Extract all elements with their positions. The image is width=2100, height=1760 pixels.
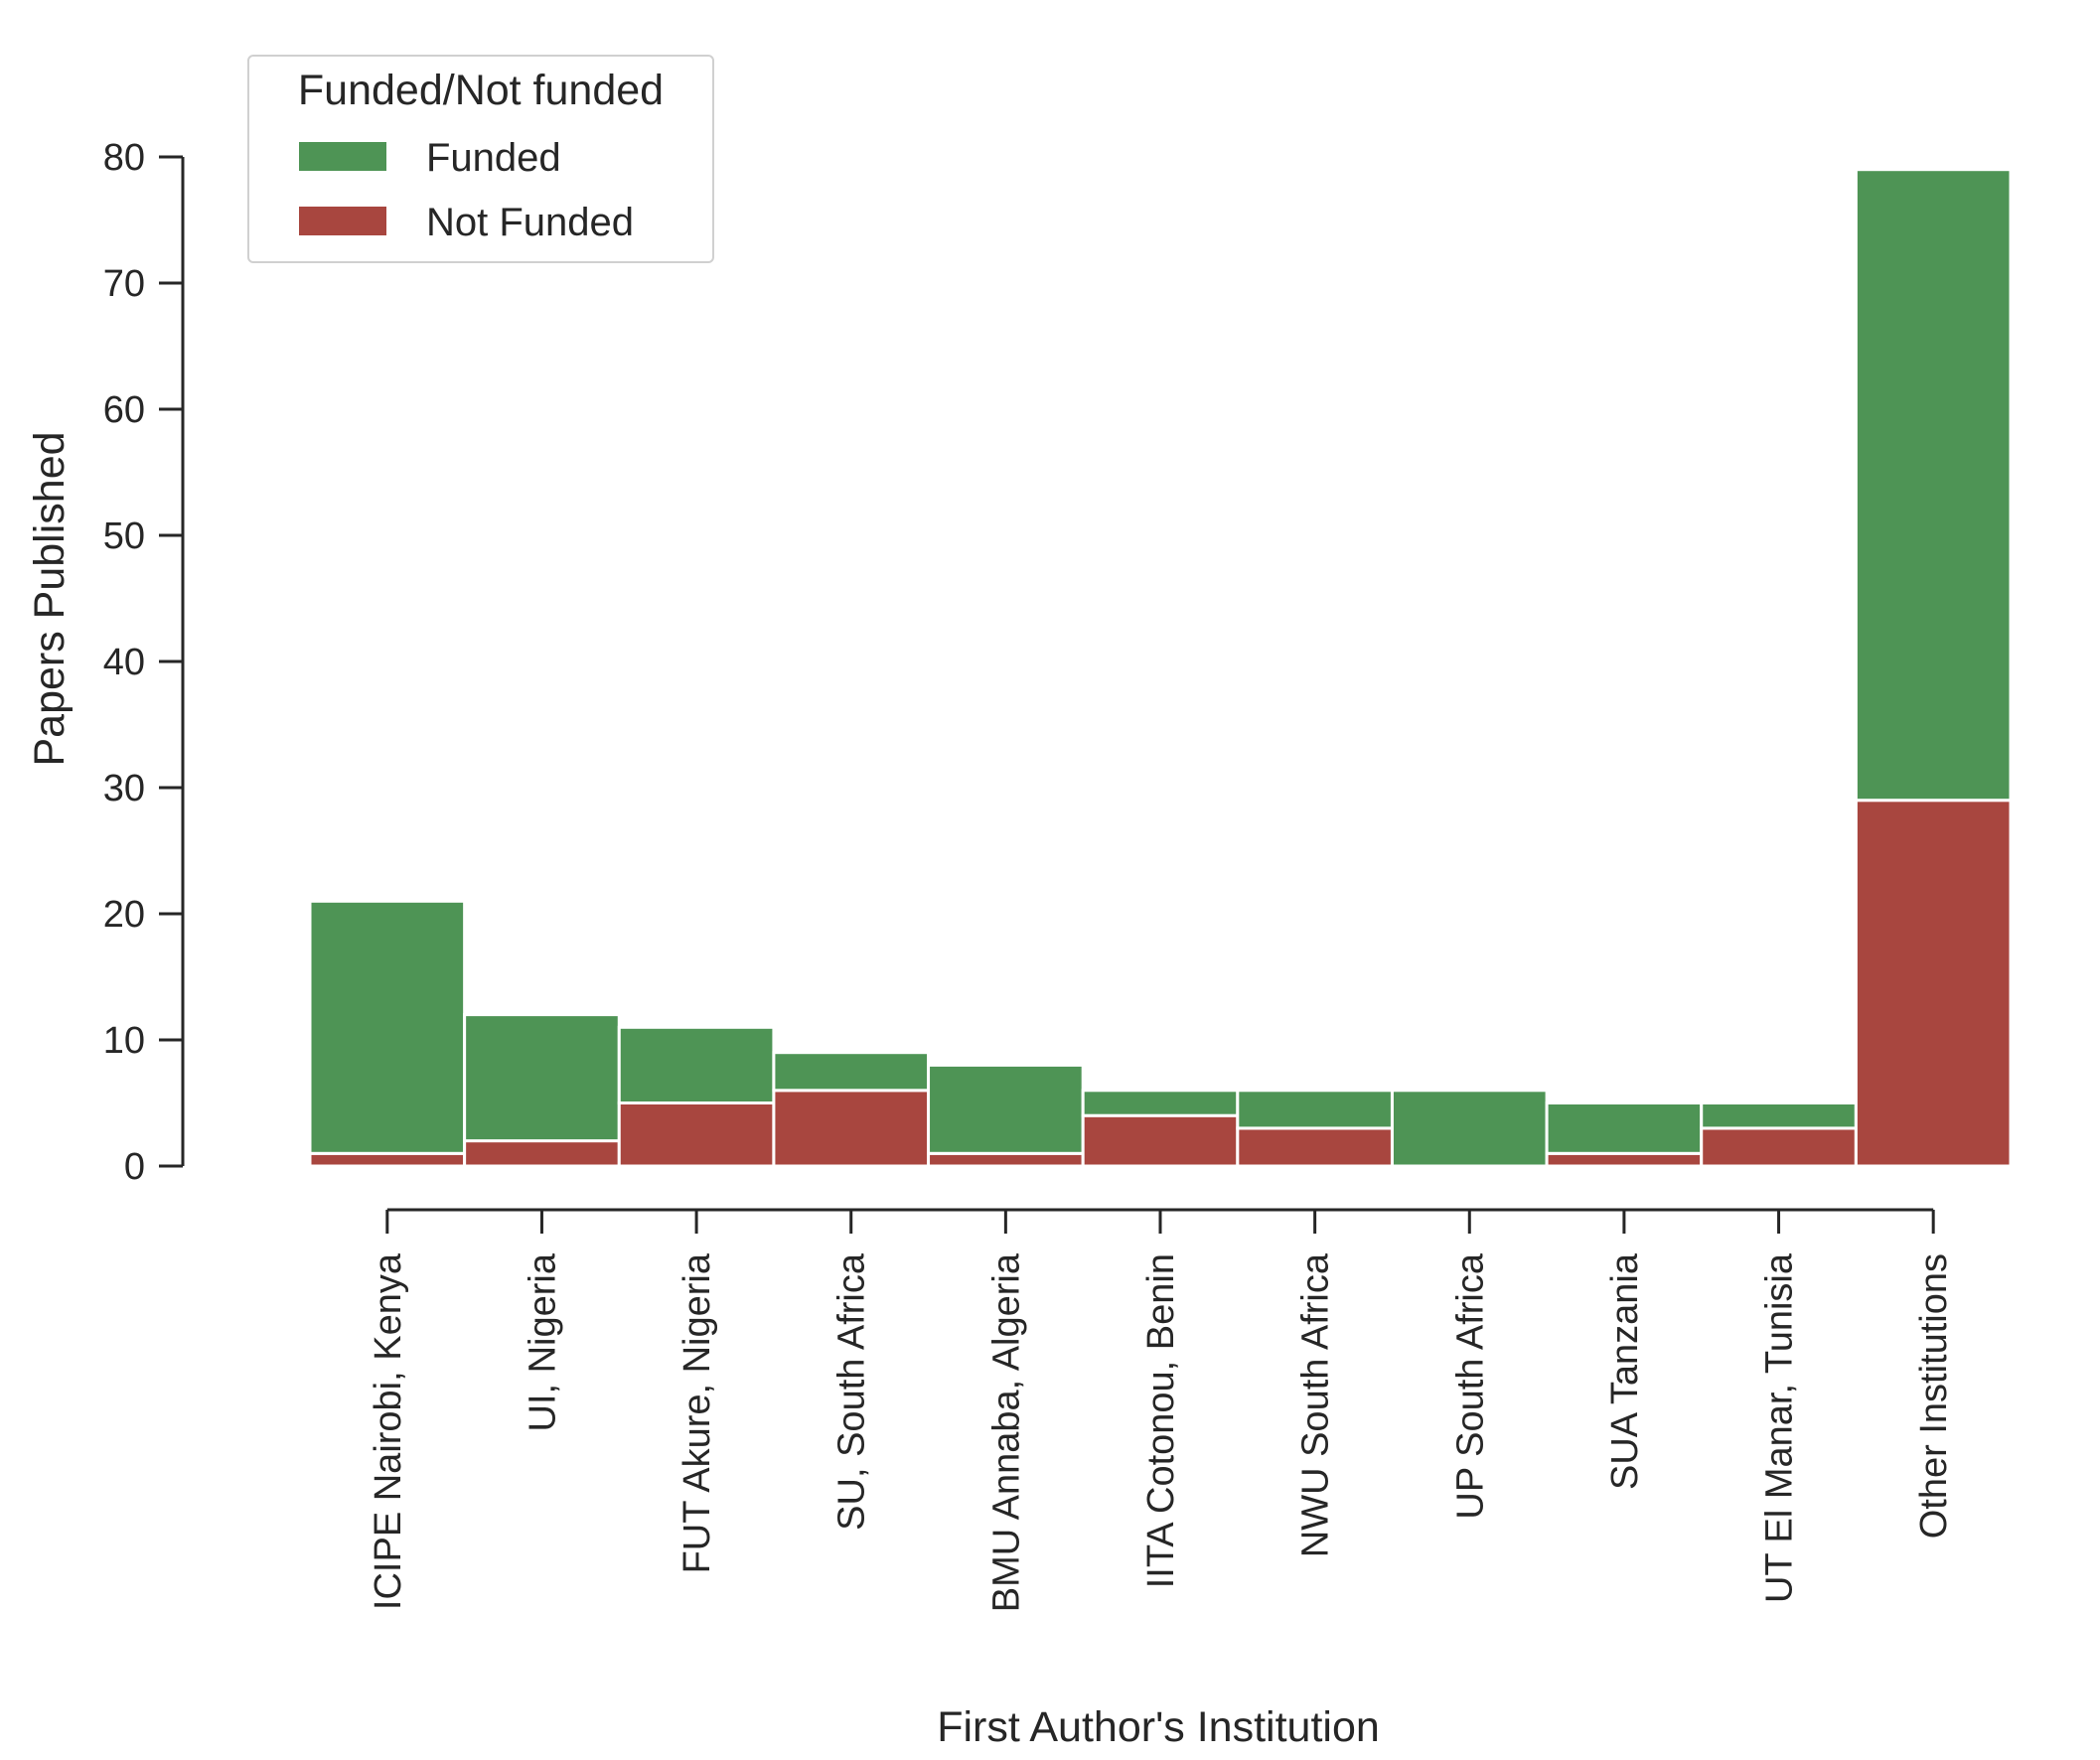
x-tick-label-up-south-africa: UP South Africa — [1449, 1252, 1491, 1519]
y-tick-label: 50 — [103, 515, 145, 557]
x-tick-label-nwu-south-africa: NWU South Africa — [1295, 1252, 1337, 1557]
legend-label-not-funded: Not Funded — [426, 201, 634, 244]
bar-not-funded-other-institutions — [1854, 799, 2013, 1168]
bar-not-funded-bmu-annaba-algeria — [927, 1151, 1085, 1168]
bar-funded-other-institutions — [1854, 168, 2013, 803]
bar-not-funded-iita-cotonou-benin — [1081, 1113, 1240, 1168]
x-tick-label-sua-tanzania: SUA Tanzania — [1604, 1252, 1646, 1490]
bar-not-funded-nwu-south-africa — [1236, 1126, 1394, 1168]
x-tick-label-ui-nigeria: UI, Nigeria — [522, 1252, 563, 1431]
x-tick-label-ut-el-manar-tunisia: UT El Manar, Tunisia — [1759, 1252, 1801, 1603]
legend-label-funded: Funded — [426, 136, 561, 180]
bar-funded-ui-nigeria — [463, 1013, 621, 1143]
x-tick-label-fut-akure-nigeria: FUT Akure, Nigeria — [676, 1252, 718, 1573]
x-tick-label-iita-cotonou-benin: IITA Cotonou, Benin — [1140, 1253, 1182, 1588]
bar-funded-bmu-annaba-algeria — [927, 1063, 1085, 1155]
bar-not-funded-fut-akure-nigeria — [617, 1101, 776, 1168]
y-tick-label: 20 — [103, 894, 145, 936]
x-tick-label-su-south-africa: SU, South Africa — [831, 1252, 873, 1531]
legend-swatch-not-funded — [299, 207, 386, 235]
bar-funded-sua-tanzania — [1545, 1101, 1704, 1155]
bar-funded-up-south-africa — [1390, 1089, 1549, 1168]
bars-layer — [308, 168, 2013, 1168]
bar-not-funded-sua-tanzania — [1545, 1151, 1704, 1168]
bar-funded-nwu-south-africa — [1236, 1089, 1394, 1130]
y-tick-label: 30 — [103, 768, 145, 809]
x-tick-label-bmu-annaba-algeria: BMU Annaba, Algeria — [985, 1252, 1027, 1612]
x-tick-label-icipe-nairobi-kenya: ICIPE Nairobi, Kenya — [368, 1252, 409, 1610]
legend-swatch-funded — [299, 142, 386, 171]
legend-title: Funded/Not funded — [298, 67, 664, 114]
bar-not-funded-ui-nigeria — [463, 1139, 621, 1168]
bar-not-funded-su-south-africa — [772, 1089, 931, 1168]
bar-funded-iita-cotonou-benin — [1081, 1089, 1240, 1117]
y-axis: 0 10 20 30 40 50 60 70 80 — [103, 137, 185, 1188]
bar-not-funded-ut-el-manar-tunisia — [1700, 1126, 1858, 1168]
bar-not-funded-icipe-nairobi-kenya — [308, 1151, 467, 1168]
y-tick-label: 70 — [103, 263, 145, 305]
bar-funded-ut-el-manar-tunisia — [1700, 1101, 1858, 1130]
y-tick-label: 0 — [124, 1146, 145, 1188]
x-axis: ICIPE Nairobi, Kenya UI, Nigeria FUT Akure… — [368, 1208, 1955, 1612]
bar-funded-su-south-africa — [772, 1051, 931, 1093]
y-tick-label: 40 — [103, 642, 145, 683]
y-tick-label: 60 — [103, 389, 145, 431]
y-axis-title: Papers Published — [26, 431, 74, 766]
x-axis-title: First Author's Institution — [937, 1703, 1380, 1751]
bar-funded-icipe-nairobi-kenya — [308, 899, 467, 1155]
legend: Funded/Not funded Funded Not Funded — [247, 55, 714, 263]
bar-funded-fut-akure-nigeria — [617, 1025, 776, 1105]
y-tick-label: 10 — [103, 1020, 145, 1062]
y-tick-label: 80 — [103, 137, 145, 179]
x-tick-label-other-institutions: Other Institutions — [1913, 1253, 1955, 1539]
